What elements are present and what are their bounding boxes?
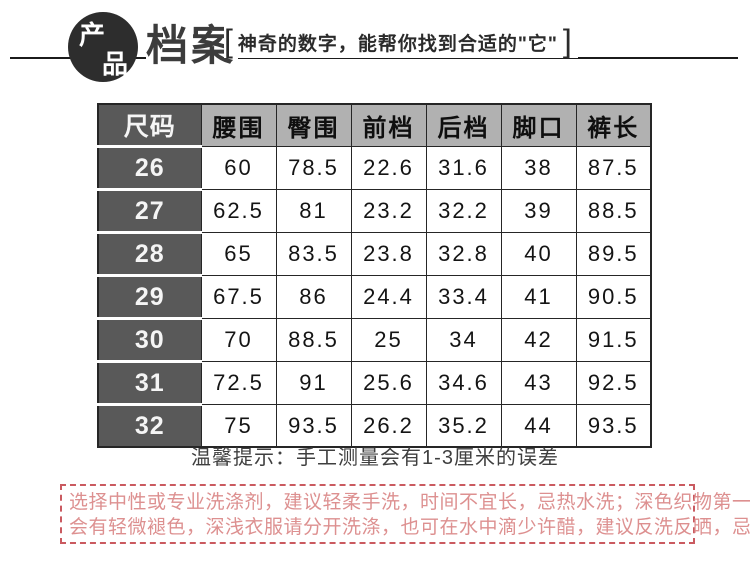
value-cell: 35.2 (425, 404, 502, 448)
value-cell: 23.8 (350, 232, 427, 276)
badge-char-top: 产 (79, 20, 106, 50)
column-header-leg-opening: 脚口 (500, 103, 577, 147)
value-cell: 67.5 (200, 275, 277, 319)
tagline-text: 神奇的数字，能帮你找到合适的"它" (237, 33, 558, 55)
value-cell: 92.5 (575, 361, 652, 405)
value-cell: 60 (200, 146, 277, 190)
value-cell: 22.6 (350, 146, 427, 190)
column-header-size: 尺码 (97, 103, 202, 148)
value-cell: 24.4 (350, 275, 427, 319)
table-row: 28 65 83.5 23.8 32.8 40 89.5 (97, 232, 652, 277)
value-cell: 93.5 (575, 404, 652, 448)
tagline: [ 神奇的数字，能帮你找到合适的"它" ] (224, 24, 578, 58)
value-cell: 91 (275, 361, 352, 405)
value-cell: 25.6 (350, 361, 427, 405)
value-cell: 90.5 (575, 275, 652, 319)
value-cell: 41 (500, 275, 577, 319)
value-cell: 34 (425, 318, 502, 362)
value-cell: 88.5 (275, 318, 352, 362)
value-cell: 75 (200, 404, 277, 448)
badge-char-bottom: 品 (102, 49, 129, 79)
value-cell: 25 (350, 318, 427, 362)
size-cell: 27 (97, 189, 202, 234)
table-row: 27 62.5 81 23.2 32.2 39 88.5 (97, 189, 652, 234)
value-cell: 65 (200, 232, 277, 276)
size-cell: 29 (97, 275, 202, 320)
value-cell: 26.2 (350, 404, 427, 448)
size-chart-table: 尺码 腰围 臀围 前档 后档 脚口 裤长 26 60 78.5 22.6 31.… (97, 103, 652, 448)
value-cell: 81 (275, 189, 352, 233)
value-cell: 32.2 (425, 189, 502, 233)
value-cell: 83.5 (275, 232, 352, 276)
value-cell: 87.5 (575, 146, 652, 190)
value-cell: 86 (275, 275, 352, 319)
tagline-bracket-open: [ (224, 23, 233, 59)
value-cell: 78.5 (275, 146, 352, 190)
page-title: 档案 (146, 12, 239, 73)
size-cell: 28 (97, 232, 202, 277)
measurement-tip: 温馨提示：手工测量会有1-3厘米的误差 (191, 447, 559, 469)
value-cell: 40 (500, 232, 577, 276)
value-cell: 38 (500, 146, 577, 190)
care-notice-box: 选择中性或专业洗涤剂，建议轻柔手洗，时间不宜长，忌热水洗；深色织物第一次洗涤 会… (60, 484, 750, 544)
care-notice-line1: 选择中性或专业洗涤剂，建议轻柔手洗，时间不宜长，忌热水洗；深色织物第一次洗涤 (69, 492, 750, 513)
value-cell: 42 (500, 318, 577, 362)
column-header-hip: 臀围 (275, 103, 352, 147)
value-cell: 39 (500, 189, 577, 233)
value-cell: 32.8 (425, 232, 502, 276)
header: 产 品 档案 [ 神奇的数字，能帮你找到合适的"它" ] (0, 0, 750, 100)
header-divider-line (10, 57, 738, 59)
table-row: 30 70 88.5 25 34 42 91.5 (97, 318, 652, 363)
value-cell: 33.4 (425, 275, 502, 319)
value-cell: 23.2 (350, 189, 427, 233)
size-cell: 30 (97, 318, 202, 363)
value-cell: 72.5 (200, 361, 277, 405)
column-header-front-rise: 前档 (350, 103, 427, 147)
column-header-waist: 腰围 (200, 103, 277, 147)
value-cell: 70 (200, 318, 277, 362)
size-cell: 32 (97, 404, 202, 448)
value-cell: 43 (500, 361, 577, 405)
tagline-bracket-close: ] (562, 23, 572, 59)
table-row: 26 60 78.5 22.6 31.6 38 87.5 (97, 146, 652, 191)
value-cell: 91.5 (575, 318, 652, 362)
column-header-back-rise: 后档 (425, 103, 502, 147)
product-badge-circle: 产 品 (68, 12, 138, 82)
care-notice-line2: 会有轻微褪色，深浅衣服请分开洗涤，也可在水中滴少许醋，建议反洗反晒，忌暴晒。 (69, 517, 750, 538)
value-cell: 89.5 (575, 232, 652, 276)
table-row: 31 72.5 91 25.6 34.6 43 92.5 (97, 361, 652, 406)
value-cell: 44 (500, 404, 577, 448)
value-cell: 34.6 (425, 361, 502, 405)
value-cell: 62.5 (200, 189, 277, 233)
table-header-row: 尺码 腰围 臀围 前档 后档 脚口 裤长 (97, 103, 652, 148)
column-header-pant-length: 裤长 (575, 103, 652, 147)
table-row: 32 75 93.5 26.2 35.2 44 93.5 (97, 404, 652, 448)
size-cell: 26 (97, 146, 202, 191)
value-cell: 93.5 (275, 404, 352, 448)
value-cell: 88.5 (575, 189, 652, 233)
value-cell: 31.6 (425, 146, 502, 190)
table-row: 29 67.5 86 24.4 33.4 41 90.5 (97, 275, 652, 320)
size-cell: 31 (97, 361, 202, 406)
